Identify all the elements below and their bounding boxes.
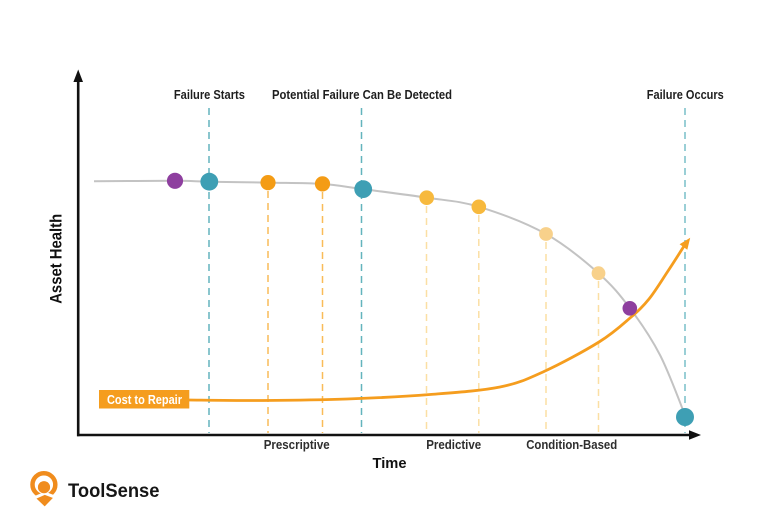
svg-text:Time: Time <box>373 455 407 472</box>
svg-text:Failure Occurs: Failure Occurs <box>647 88 724 102</box>
svg-text:Potential Failure Can Be Detec: Potential Failure Can Be Detected <box>272 88 452 102</box>
svg-text:Cost to Repair: Cost to Repair <box>107 392 182 407</box>
svg-text:Asset Health: Asset Health <box>48 214 66 304</box>
svg-text:Predictive: Predictive <box>426 438 481 452</box>
svg-text:ToolSense: ToolSense <box>68 480 160 502</box>
svg-text:Prescriptive: Prescriptive <box>264 438 330 452</box>
svg-text:Failure Starts: Failure Starts <box>174 88 245 102</box>
svg-text:Condition-Based: Condition-Based <box>526 438 617 452</box>
